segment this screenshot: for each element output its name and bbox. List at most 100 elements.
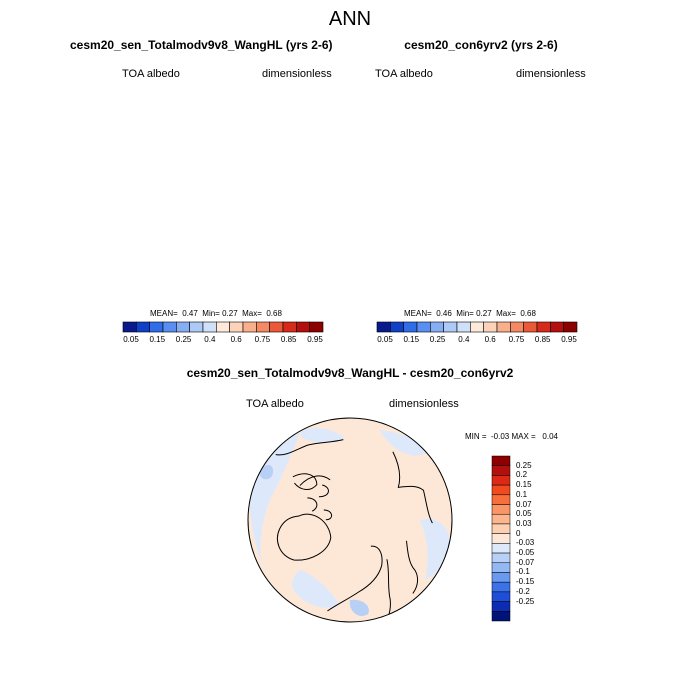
diff-colorbar-swatch <box>491 455 511 466</box>
left-colorbar-tick-label: 0.15 <box>149 335 166 344</box>
right-mean-value: 0.46 <box>436 309 452 318</box>
left-variable-label: TOA albedo <box>122 68 180 80</box>
right-colorbar-swatch <box>550 321 564 333</box>
diff-polar-map <box>247 417 453 623</box>
diff-colorbar <box>491 455 511 622</box>
diff-colorbar-tick-label: -0.2 <box>516 586 530 596</box>
right-colorbar-tick-label: 0.75 <box>508 335 525 344</box>
right-units-label: dimensionless <box>516 68 586 80</box>
diff-colorbar-tick-label: -0.25 <box>516 596 535 606</box>
right-min-value: 0.27 <box>476 309 492 318</box>
diff-variable-label: TOA albedo <box>246 398 304 410</box>
left-colorbar-swatch <box>189 321 204 333</box>
right-colorbar-swatch <box>483 321 498 333</box>
right-colorbar-swatch <box>430 321 444 333</box>
left-colorbar-swatch <box>269 321 284 333</box>
left-max-value: 0.68 <box>266 309 282 318</box>
right-colorbar-tick-label: 0.4 <box>458 335 470 344</box>
left-units-label: dimensionless <box>262 68 332 80</box>
diff-colorbar-tick-label: 0.03 <box>516 518 532 528</box>
diff-colorbar-swatch <box>491 494 511 505</box>
right-colorbar-swatch <box>496 321 511 333</box>
diff-colorbar-swatch <box>491 591 511 602</box>
diff-colorbar-swatch <box>491 475 511 486</box>
figure-title: ANN <box>328 8 372 30</box>
diff-colorbar-tick-label: -0.1 <box>516 567 530 577</box>
diff-colorbar-tick-label: 0.25 <box>516 460 532 470</box>
left-polar-map <box>123 83 327 287</box>
diff-colorbar-tick-label: -0.05 <box>516 548 535 558</box>
right-colorbar-swatch <box>416 321 431 333</box>
right-stats: MEAN= 0.46 Min= 0.27 Max= 0.68 <box>404 309 536 318</box>
diff-colorbar-tick-label: 0.15 <box>516 480 532 490</box>
left-colorbar-tick-label: 0.75 <box>254 335 271 344</box>
diff-colorbar-tick-label: 0.2 <box>516 470 528 480</box>
right-colorbar-tick-label: 0.85 <box>534 335 551 344</box>
left-colorbar-swatch <box>282 321 297 333</box>
right-colorbar-tick-label: 0.25 <box>429 335 446 344</box>
diff-colorbar-swatch <box>491 562 511 573</box>
left-stats: MEAN= 0.47 Min= 0.27 Max= 0.68 <box>150 309 282 318</box>
diff-colorbar-swatch <box>491 513 511 525</box>
diff-colorbar-swatch <box>491 552 511 564</box>
left-colorbar-swatch <box>202 321 217 333</box>
left-colorbar-swatch <box>149 321 164 333</box>
left-panel-title: cesm20_sen_Totalmodv9v8_WangHL (yrs 2-6) <box>70 38 333 52</box>
diff-colorbar-swatch <box>491 523 511 534</box>
diff-colorbar-tick-label: -0.15 <box>516 577 535 587</box>
left-colorbar-tick-label: 0.25 <box>175 335 192 344</box>
diff-colorbar-swatch <box>491 465 511 476</box>
diff-colorbar-tick-label: 0 <box>516 528 521 538</box>
left-colorbar-swatch <box>296 321 310 333</box>
right-colorbar-tick-label: 0.15 <box>403 335 420 344</box>
left-colorbar-swatch <box>309 321 324 333</box>
diff-colorbar-swatch <box>491 581 511 593</box>
right-colorbar-swatch <box>376 321 391 333</box>
diff-colorbar-swatch <box>491 504 511 515</box>
left-colorbar <box>122 321 324 333</box>
right-colorbar-tick-label: 0.95 <box>561 335 577 344</box>
right-colorbar-swatch <box>536 321 551 333</box>
diff-colorbar-tick-label: -0.03 <box>516 538 535 548</box>
left-colorbar-tick-label: 0.6 <box>230 335 242 344</box>
left-colorbar-swatch <box>136 321 150 333</box>
diff-colorbar-swatch <box>491 611 511 622</box>
diff-colorbar-tick-label: 0.05 <box>516 509 532 519</box>
diff-max-value: 0.04 <box>542 432 558 441</box>
right-colorbar-swatch <box>443 321 458 333</box>
diff-panel-title: cesm20_sen_Totalmodv9v8_WangHL - cesm20_… <box>186 366 514 380</box>
diff-colorbar-tick-label: 0.1 <box>516 489 528 499</box>
left-colorbar-swatch <box>216 321 230 333</box>
right-panel-title: cesm20_con6yrv2 (yrs 2-6) <box>404 38 558 52</box>
right-colorbar <box>376 321 578 333</box>
right-colorbar-swatch <box>523 321 538 333</box>
left-colorbar-swatch <box>256 321 270 333</box>
left-colorbar-tick-label: 0.4 <box>204 335 216 344</box>
left-mean-value: 0.47 <box>182 309 198 318</box>
left-colorbar-tick-label: 0.85 <box>280 335 297 344</box>
left-colorbar-swatch <box>162 321 177 333</box>
right-colorbar-swatch <box>403 321 418 333</box>
diff-colorbar-tick-label: -0.07 <box>516 557 535 567</box>
right-colorbar-swatch <box>510 321 524 333</box>
left-min-value: 0.27 <box>222 309 238 318</box>
left-colorbar-swatch <box>242 321 257 333</box>
right-variable-label: TOA albedo <box>375 68 433 80</box>
right-colorbar-swatch <box>563 321 578 333</box>
diff-colorbar-swatch <box>491 533 511 544</box>
right-polar-map <box>373 83 577 287</box>
left-colorbar-swatch <box>229 321 244 333</box>
diff-colorbar-swatch <box>491 484 511 496</box>
diff-units-label: dimensionless <box>389 398 459 410</box>
left-colorbar-swatch <box>122 321 137 333</box>
right-colorbar-swatch <box>390 321 404 333</box>
diff-colorbar-swatch <box>491 572 511 583</box>
left-colorbar-tick-label: 0.05 <box>123 335 139 344</box>
diff-colorbar-swatch <box>491 543 511 554</box>
right-colorbar-tick-label: 0.6 <box>484 335 496 344</box>
right-max-value: 0.68 <box>520 309 536 318</box>
left-colorbar-tick-label: 0.95 <box>307 335 323 344</box>
right-colorbar-swatch <box>456 321 471 333</box>
diff-stats: MIN = -0.03 MAX = 0.04 <box>465 432 558 441</box>
